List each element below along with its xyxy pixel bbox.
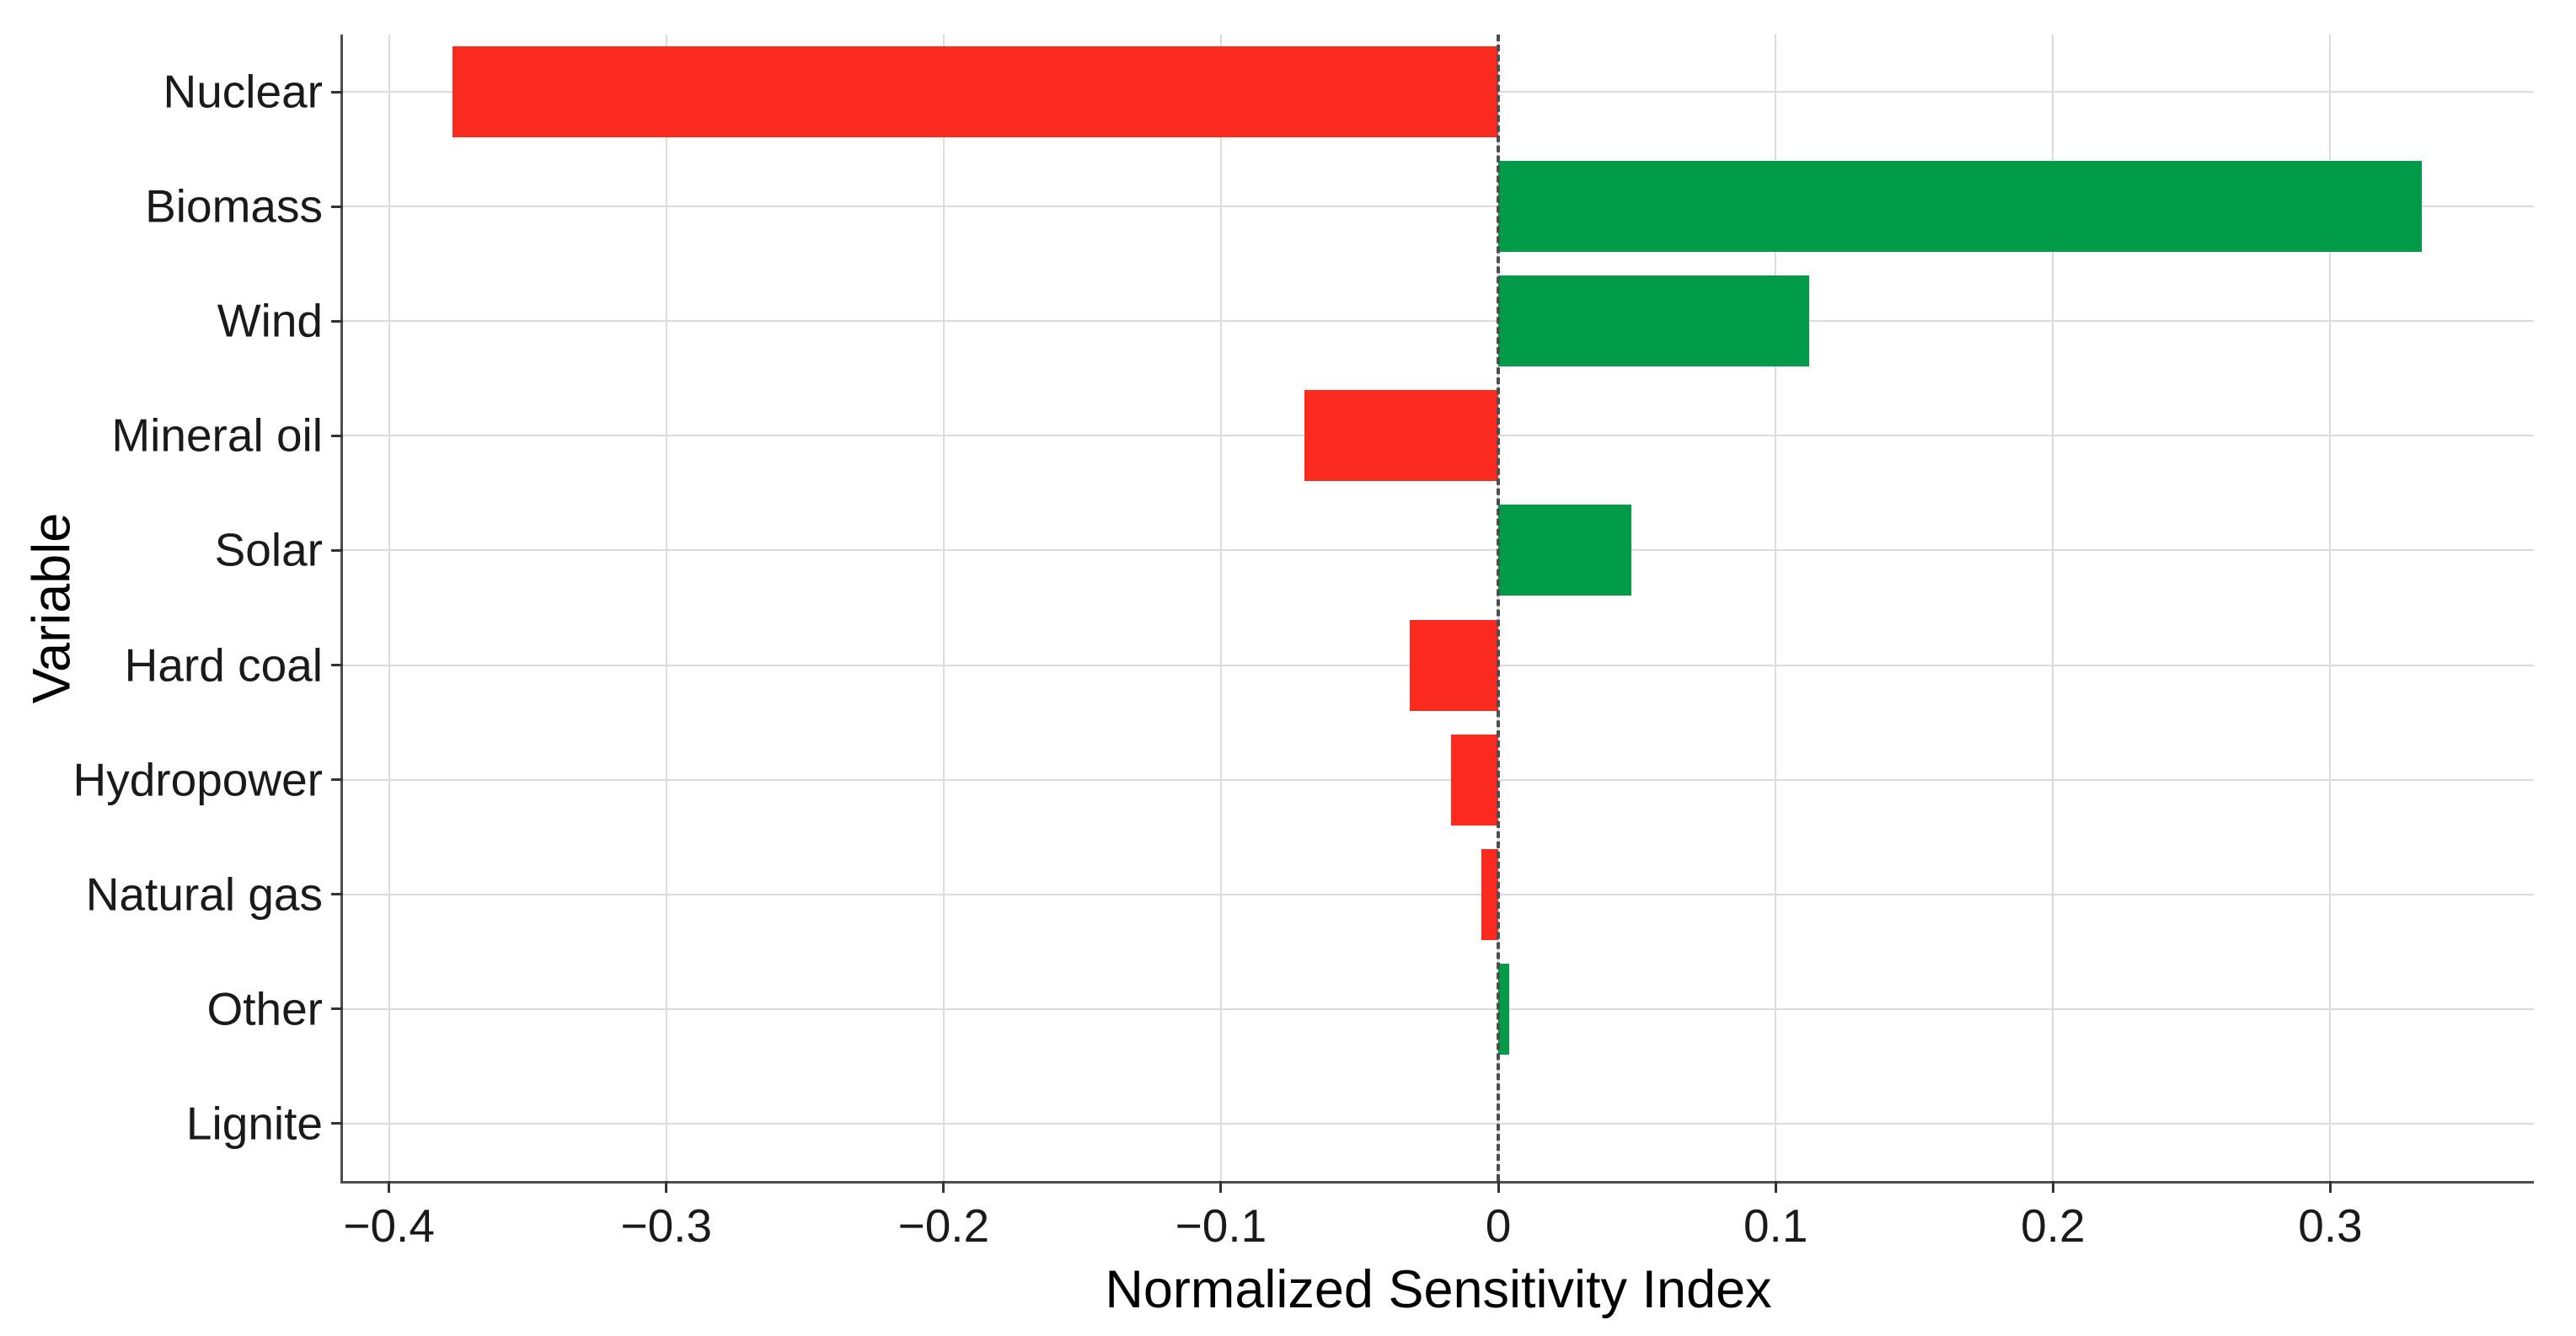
- x-axis-title: Normalized Sensitivity Index: [1105, 1260, 1772, 1319]
- h-gridline: [343, 320, 2534, 323]
- y-tick-label-hydropower: Hydropower: [72, 753, 323, 806]
- x-tick: [665, 1181, 668, 1193]
- y-axis-title: Variable: [22, 512, 82, 703]
- h-gridline: [343, 1007, 2534, 1010]
- bar-nuclear: [453, 46, 1499, 138]
- h-gridline: [343, 206, 2534, 208]
- bar-other: [1498, 963, 1510, 1055]
- y-tick: [331, 664, 343, 667]
- x-tick-label-2: −0.2: [897, 1200, 990, 1252]
- v-gridline: [1219, 35, 1222, 1181]
- y-tick-label-nuclear: Nuclear: [163, 65, 323, 118]
- v-gridline: [1775, 35, 1777, 1181]
- y-tick-label-mineral-oil: Mineral oil: [111, 409, 323, 462]
- v-gridline: [2329, 35, 2332, 1181]
- y-tick-label-biomass: Biomass: [145, 179, 323, 232]
- y-tick-label-natural-gas: Natural gas: [85, 868, 323, 921]
- x-tick: [388, 1181, 391, 1193]
- bar-wind: [1498, 275, 1809, 367]
- bar-hard-coal: [1409, 619, 1499, 711]
- x-tick: [1774, 1181, 1777, 1193]
- y-tick: [331, 893, 343, 896]
- x-tick-label-6: 0.2: [2021, 1200, 2086, 1252]
- y-tick-label-wind: Wind: [217, 294, 323, 347]
- x-tick: [2051, 1181, 2054, 1193]
- y-tick-label-hard-coal: Hard coal: [124, 639, 323, 692]
- y-tick: [331, 778, 343, 782]
- x-tick-label-1: −0.3: [620, 1200, 713, 1252]
- x-tick: [1497, 1181, 1500, 1193]
- x-tick-label-4: 0: [1485, 1200, 1512, 1252]
- x-tick-label-5: 0.1: [1743, 1200, 1808, 1252]
- x-tick: [2328, 1181, 2332, 1193]
- v-gridline: [665, 35, 667, 1181]
- y-axis-line: [340, 35, 343, 1184]
- y-tick: [331, 205, 343, 208]
- x-axis-line: [340, 1181, 2534, 1184]
- v-gridline: [2052, 35, 2054, 1181]
- bar-hydropower: [1451, 734, 1499, 826]
- y-tick: [331, 319, 343, 323]
- x-tick-label-3: −0.1: [1175, 1200, 1267, 1252]
- bar-biomass: [1498, 161, 2423, 253]
- h-gridline: [343, 1122, 2534, 1125]
- v-gridline: [942, 35, 945, 1181]
- y-tick: [331, 434, 343, 437]
- h-gridline: [343, 549, 2534, 552]
- x-tick: [942, 1181, 945, 1193]
- x-tick-label-0: −0.4: [343, 1200, 435, 1252]
- v-gridline: [388, 35, 390, 1181]
- x-tick-label-7: 0.3: [2298, 1200, 2363, 1252]
- y-tick: [331, 1122, 343, 1125]
- y-tick-label-other: Other: [206, 982, 323, 1035]
- h-gridline: [343, 778, 2534, 781]
- y-tick: [331, 548, 343, 552]
- y-tick-label-solar: Solar: [214, 523, 323, 576]
- bar-natural-gas: [1481, 848, 1499, 940]
- bar-mineral-oil: [1304, 390, 1499, 482]
- zero-reference-line: [1497, 35, 1501, 1181]
- h-gridline: [343, 893, 2534, 895]
- bar-solar: [1498, 505, 1632, 596]
- y-tick: [331, 90, 343, 94]
- y-tick-label-lignite: Lignite: [185, 1097, 323, 1150]
- y-tick: [331, 1007, 343, 1011]
- x-tick: [1219, 1181, 1223, 1193]
